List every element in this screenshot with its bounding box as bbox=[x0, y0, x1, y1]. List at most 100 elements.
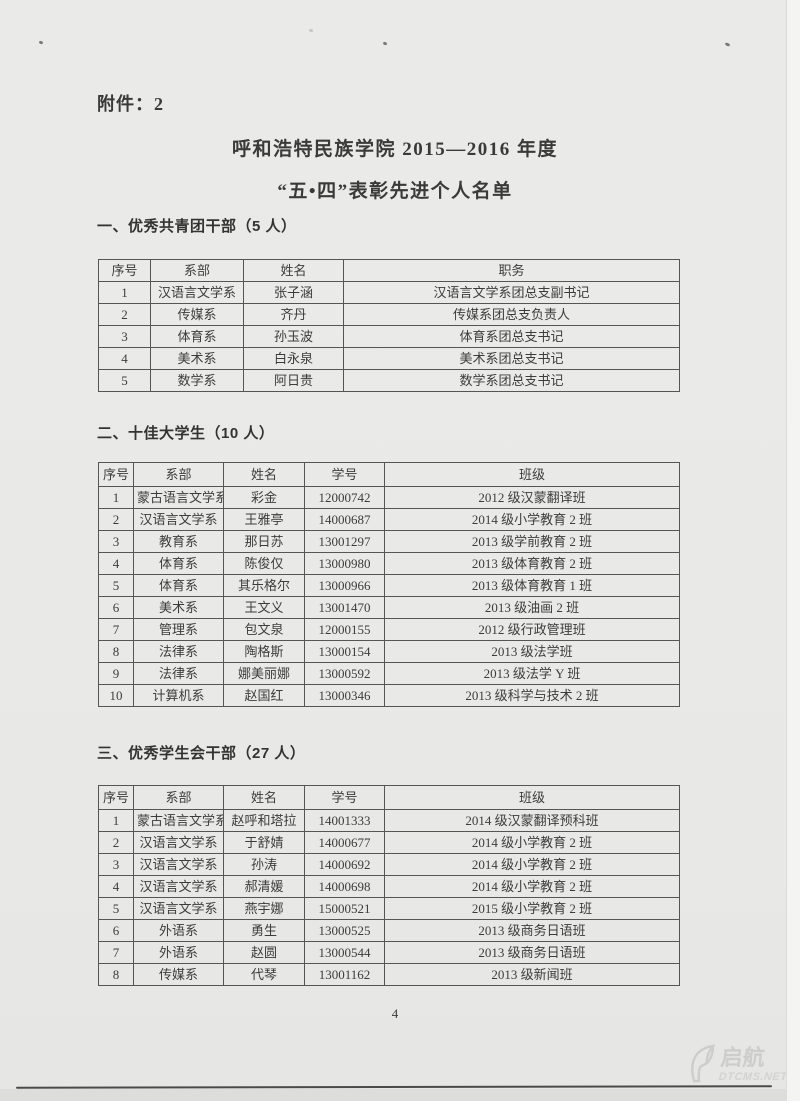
column-header: 学号 bbox=[304, 462, 385, 487]
table-cell: 2014 级小学教育 2 班 bbox=[384, 508, 680, 531]
table-cell: 4 bbox=[98, 875, 134, 898]
table-cell: 阿日贵 bbox=[243, 369, 344, 392]
table-row: 3 体育系 孙玉波 体育系团总支书记 bbox=[98, 325, 680, 348]
table-cell: 2014 级汉蒙翻译预科班 bbox=[384, 809, 680, 832]
table-student-union-cadres: 序号 系部 姓名 学号 班级 1 蒙古语言文学系 赵呼和塔拉 14001333 2014 级汉蒙翻… bbox=[98, 785, 680, 986]
table-cell: 14001333 bbox=[304, 809, 385, 832]
scan-speck bbox=[724, 42, 731, 47]
table-row: 3 教育系 那日苏 13001297 2013 级学前教育 2 班 bbox=[98, 530, 680, 553]
watermark: 启航 DTCMS.NET bbox=[686, 1036, 796, 1094]
table-cell: 王文义 bbox=[223, 596, 305, 619]
watermark-brand-text: 启航 bbox=[719, 1045, 767, 1070]
table-row: 7 管理系 包文泉 12000155 2012 级行政管理班 bbox=[98, 618, 680, 641]
column-header: 学号 bbox=[304, 785, 385, 810]
table-cell: 美术系 bbox=[133, 596, 224, 619]
table-cell: 汉语言文学系团总支副书记 bbox=[343, 281, 680, 304]
column-header: 序号 bbox=[98, 259, 151, 282]
table-cell: 白永泉 bbox=[243, 347, 344, 370]
table-cell: 包文泉 bbox=[223, 618, 305, 641]
table-cell: 2013 级商务日语班 bbox=[384, 941, 680, 964]
header-row: 序号 系部 姓名 学号 班级 bbox=[98, 462, 680, 487]
table-row: 8 法律系 陶格斯 13000154 2013 级法学班 bbox=[98, 640, 680, 663]
column-header: 系部 bbox=[150, 259, 244, 282]
table-cell: 2013 级科学与技术 2 班 bbox=[384, 684, 680, 707]
header-row: 序号 系部 姓名 学号 班级 bbox=[98, 785, 680, 810]
table-row: 3 汉语言文学系 孙涛 14000692 2014 级小学教育 2 班 bbox=[98, 853, 680, 876]
table-cell: 体育系 bbox=[133, 574, 224, 597]
column-header: 系部 bbox=[133, 462, 224, 487]
table-row: 8 传媒系 代琴 13001162 2013 级新闻班 bbox=[98, 963, 680, 986]
table-cell: 13000346 bbox=[304, 684, 385, 707]
table-cell: 其乐格尔 bbox=[223, 574, 305, 597]
table-cell: 那日苏 bbox=[223, 530, 305, 553]
document-title-line1: 呼和浩特民族学院 2015—2016 年度 bbox=[231, 139, 558, 160]
table-top-ten-students: 序号 系部 姓名 学号 班级 1 蒙古语言文学系 彩金 12000742 2012 级汉蒙翻译班 2… bbox=[98, 462, 680, 707]
table-cell: 9 bbox=[98, 662, 134, 685]
table-cell: 计算机系 bbox=[133, 684, 224, 707]
table-cell: 孙玉波 bbox=[243, 325, 344, 348]
table-cell: 5 bbox=[98, 574, 134, 597]
table-cell: 郝清媛 bbox=[223, 875, 305, 898]
table-cell: 8 bbox=[98, 640, 134, 663]
table-cell: 2 bbox=[98, 831, 134, 854]
column-header: 班级 bbox=[384, 462, 680, 487]
table-cell: 13001470 bbox=[304, 596, 385, 619]
table-row: 9 法律系 娜美丽娜 13000592 2013 级法学 Y 班 bbox=[98, 662, 680, 685]
table-cell: 14000692 bbox=[304, 853, 385, 876]
table-cell: 张子涵 bbox=[243, 281, 344, 304]
table-cell: 陈俊仅 bbox=[223, 552, 305, 575]
table-cell: 2014 级小学教育 2 班 bbox=[384, 831, 680, 854]
attachment-label: 附件：2 bbox=[97, 94, 164, 114]
table-cell: 2013 级学前教育 2 班 bbox=[384, 530, 680, 553]
table-row: 5 体育系 其乐格尔 13000966 2013 级体育教育 1 班 bbox=[98, 574, 680, 597]
column-header: 序号 bbox=[98, 785, 134, 810]
column-header: 序号 bbox=[98, 462, 134, 487]
table-row: 1 汉语言文学系 张子涵 汉语言文学系团总支副书记 bbox=[98, 281, 680, 304]
table-row: 5 数学系 阿日贵 数学系团总支书记 bbox=[98, 369, 680, 392]
table-cell: 彩金 bbox=[223, 486, 305, 509]
table-cell: 13000544 bbox=[304, 941, 385, 964]
table-cell: 教育系 bbox=[133, 530, 224, 553]
table-cell: 汉语言文学系 bbox=[133, 853, 224, 876]
table-cell: 勇生 bbox=[223, 919, 305, 942]
table-cell: 4 bbox=[98, 552, 134, 575]
table-cell: 齐丹 bbox=[243, 303, 344, 326]
header-row: 序号 系部 姓名 职务 bbox=[98, 259, 680, 282]
table-cell: 1 bbox=[98, 809, 134, 832]
column-header: 姓名 bbox=[223, 785, 305, 810]
table-youth-league-cadres: 序号 系部 姓名 职务 1 汉语言文学系 张子涵 汉语言文学系团总支副书记 2 传媒系 齐丹 传媒系团… bbox=[98, 259, 680, 392]
table-cell: 14000677 bbox=[304, 831, 385, 854]
section-heading-top-ten-students: 二、十佳大学生（10 人） bbox=[97, 425, 275, 442]
table-cell: 管理系 bbox=[133, 618, 224, 641]
table-cell: 体育系 bbox=[133, 552, 224, 575]
table-row: 1 蒙古语言文学系 赵呼和塔拉 14001333 2014 级汉蒙翻译预科班 bbox=[98, 809, 680, 832]
table-cell: 4 bbox=[98, 347, 151, 370]
table-row: 6 美术系 王文义 13001470 2013 级油画 2 班 bbox=[98, 596, 680, 619]
table-cell: 13001162 bbox=[304, 963, 385, 986]
table-cell: 3 bbox=[98, 530, 134, 553]
section-heading-youth-league-cadres: 一、优秀共青团干部（5 人） bbox=[97, 218, 297, 235]
table-cell: 8 bbox=[98, 963, 134, 986]
table-cell: 6 bbox=[98, 919, 134, 942]
table-cell: 体育系 bbox=[150, 325, 244, 348]
table-cell: 13001297 bbox=[304, 530, 385, 553]
table-cell: 2013 级新闻班 bbox=[384, 963, 680, 986]
sail-ribbon-logo-icon bbox=[691, 1044, 716, 1083]
table-cell: 代琴 bbox=[223, 963, 305, 986]
table-cell: 美术系团总支书记 bbox=[343, 347, 680, 370]
table-cell: 2013 级体育教育 1 班 bbox=[384, 574, 680, 597]
table-cell: 法律系 bbox=[133, 640, 224, 663]
table-cell: 汉语言文学系 bbox=[133, 508, 224, 531]
table-cell: 14000687 bbox=[304, 508, 385, 531]
table-cell: 12000742 bbox=[304, 486, 385, 509]
table-cell: 15000521 bbox=[304, 897, 385, 920]
table-cell: 2013 级法学班 bbox=[384, 640, 680, 663]
table-cell: 美术系 bbox=[150, 347, 244, 370]
table-cell: 2 bbox=[98, 303, 151, 326]
table-row: 4 汉语言文学系 郝清媛 14000698 2014 级小学教育 2 班 bbox=[98, 875, 680, 898]
table-cell: 7 bbox=[98, 618, 134, 641]
watermark-domain-text: DTCMS.NET bbox=[718, 1071, 789, 1083]
table-cell: 汉语言文学系 bbox=[133, 831, 224, 854]
table-row: 5 汉语言文学系 燕宇娜 15000521 2015 级小学教育 2 班 bbox=[98, 897, 680, 920]
